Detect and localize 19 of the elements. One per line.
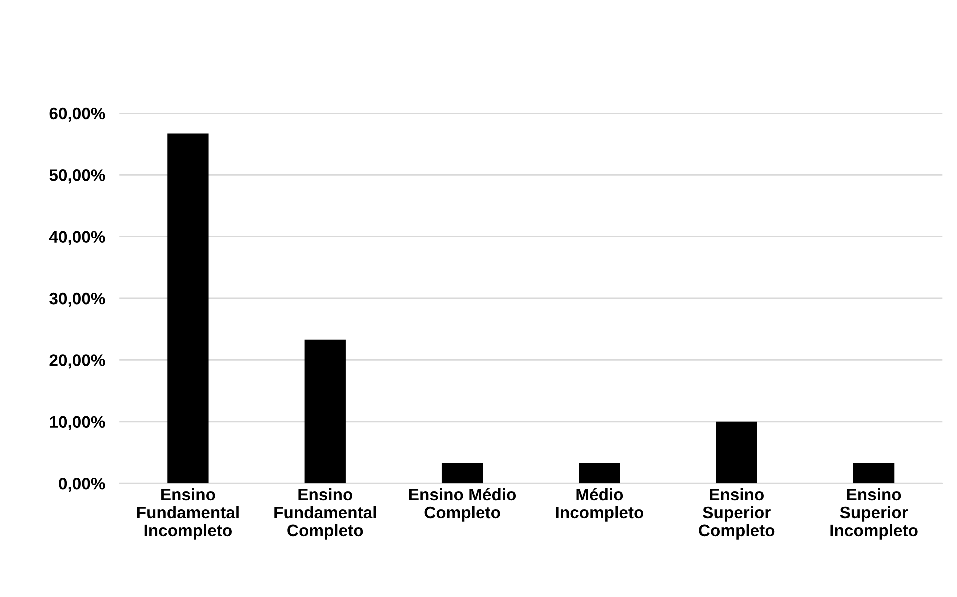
x-tick-label: Ensino Médio Completo — [410, 488, 516, 522]
y-tick-label: 60,00% — [50, 108, 106, 122]
x-tick-label: Ensino Fundamental Completo — [274, 488, 376, 540]
bar — [304, 340, 346, 484]
y-tick-label: 20,00% — [50, 354, 106, 369]
bar — [168, 134, 209, 484]
bar — [853, 463, 895, 484]
bar — [579, 463, 620, 484]
x-tick-label: Médio Incompleto — [556, 488, 644, 522]
y-tick-label: 0,00% — [59, 478, 106, 492]
y-tick-label: 30,00% — [50, 292, 106, 308]
y-tick-label: 40,00% — [49, 231, 106, 246]
y-tick-label: 50,00% — [50, 170, 106, 184]
x-tick-label: Ensino Superior Incompleto — [830, 488, 918, 540]
x-tick-label: Ensino Superior Completo — [699, 488, 775, 540]
y-tick-label: 10,00% — [50, 416, 106, 430]
bar — [442, 463, 484, 484]
x-tick-label: Ensino Fundamental Incompleto — [137, 488, 239, 540]
bar — [716, 422, 758, 484]
